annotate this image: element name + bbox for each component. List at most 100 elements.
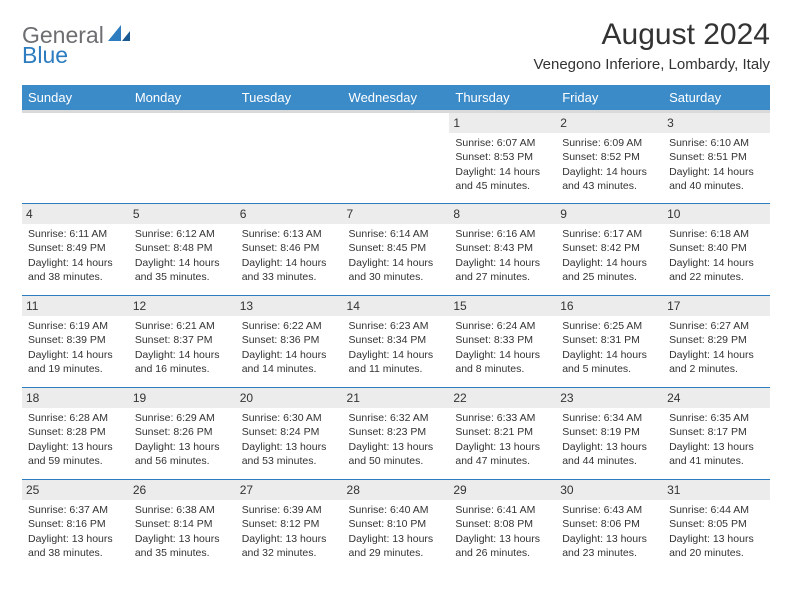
month-title: August 2024 — [533, 18, 770, 52]
day-details: Sunrise: 6:12 AMSunset: 8:48 PMDaylight:… — [133, 227, 232, 284]
day-number: 2 — [556, 113, 663, 133]
day-number: 29 — [449, 480, 556, 500]
day-details: Sunrise: 6:23 AMSunset: 8:34 PMDaylight:… — [347, 319, 446, 376]
day-number: 19 — [129, 388, 236, 408]
day-details: Sunrise: 6:30 AMSunset: 8:24 PMDaylight:… — [240, 411, 339, 468]
calendar-cell: 29Sunrise: 6:41 AMSunset: 8:08 PMDayligh… — [449, 480, 556, 572]
calendar-row: 1 Sunrise: 6:07 AMSunset: 8:53 PMDaylight… — [22, 112, 770, 204]
day-number: 9 — [556, 204, 663, 224]
day-number: 11 — [22, 296, 129, 316]
calendar-cell: 30 Sunrise: 6:43 AMSunset: 8:06 PMDayligh… — [556, 480, 663, 572]
calendar-cell: 23 Sunrise: 6:34 AMSunset: 8:19 PMDayligh… — [556, 388, 663, 480]
calendar-cell — [343, 112, 450, 204]
day-number: 23 — [556, 388, 663, 408]
day-number: 10 — [663, 204, 770, 224]
day-number: 30 — [556, 480, 663, 500]
day-number: 4 — [22, 204, 129, 224]
title-block: August 2024 Venegono Inferiore, Lombardy… — [533, 18, 770, 73]
calendar-cell: 20 Sunrise: 6:30 AMSunset: 8:24 PMDayligh… — [236, 388, 343, 480]
day-details: Sunrise: 6:35 AMSunset: 8:17 PMDaylight:… — [667, 411, 766, 468]
day-details: Sunrise: 6:18 AMSunset: 8:40 PMDaylight:… — [667, 227, 766, 284]
day-details: Sunrise: 6:40 AMSunset: 8:10 PMDaylight:… — [347, 503, 446, 560]
weekday-header: Wednesday — [343, 85, 450, 112]
day-number: 15 — [449, 296, 556, 316]
day-number: 1 — [449, 113, 556, 133]
day-details: Sunrise: 6:37 AMSunset: 8:16 PMDaylight:… — [26, 503, 125, 560]
calendar-row: 11 Sunrise: 6:19 AMSunset: 8:39 PMDayligh… — [22, 296, 770, 388]
brand-sail-icon — [106, 23, 132, 48]
day-details: Sunrise: 6:19 AMSunset: 8:39 PMDaylight:… — [26, 319, 125, 376]
calendar-cell: 8 Sunrise: 6:16 AMSunset: 8:43 PMDaylight… — [449, 204, 556, 296]
day-number: 24 — [663, 388, 770, 408]
day-details: Sunrise: 6:11 AMSunset: 8:49 PMDaylight:… — [26, 227, 125, 284]
day-details: Sunrise: 6:16 AMSunset: 8:43 PMDaylight:… — [453, 227, 552, 284]
day-number: 25 — [22, 480, 129, 500]
day-details: Sunrise: 6:14 AMSunset: 8:45 PMDaylight:… — [347, 227, 446, 284]
calendar-cell: 4 Sunrise: 6:11 AMSunset: 8:49 PMDaylight… — [22, 204, 129, 296]
calendar-page: General August 2024 Venegono Inferiore, … — [0, 0, 792, 612]
day-details: Sunrise: 6:07 AMSunset: 8:53 PMDaylight:… — [453, 136, 552, 193]
calendar-cell: 17 Sunrise: 6:27 AMSunset: 8:29 PMDayligh… — [663, 296, 770, 388]
calendar-cell: 25 Sunrise: 6:37 AMSunset: 8:16 PMDayligh… — [22, 480, 129, 572]
calendar-cell: 11 Sunrise: 6:19 AMSunset: 8:39 PMDayligh… — [22, 296, 129, 388]
day-details: Sunrise: 6:10 AMSunset: 8:51 PMDaylight:… — [667, 136, 766, 193]
calendar-cell: 22Sunrise: 6:33 AMSunset: 8:21 PMDayligh… — [449, 388, 556, 480]
calendar-cell: 19 Sunrise: 6:29 AMSunset: 8:26 PMDayligh… — [129, 388, 236, 480]
day-details: Sunrise: 6:38 AMSunset: 8:14 PMDaylight:… — [133, 503, 232, 560]
weekday-header: Thursday — [449, 85, 556, 112]
calendar-cell: 5 Sunrise: 6:12 AMSunset: 8:48 PMDaylight… — [129, 204, 236, 296]
weekday-header: Friday — [556, 85, 663, 112]
weekday-header-row: Sunday Monday Tuesday Wednesday Thursday… — [22, 85, 770, 112]
day-number: 13 — [236, 296, 343, 316]
calendar-cell: 26Sunrise: 6:38 AMSunset: 8:14 PMDayligh… — [129, 480, 236, 572]
calendar-cell: 28 Sunrise: 6:40 AMSunset: 8:10 PMDayligh… — [343, 480, 450, 572]
day-details: Sunrise: 6:29 AMSunset: 8:26 PMDaylight:… — [133, 411, 232, 468]
calendar-cell: 16 Sunrise: 6:25 AMSunset: 8:31 PMDayligh… — [556, 296, 663, 388]
day-number: 16 — [556, 296, 663, 316]
day-number: 31 — [663, 480, 770, 500]
day-details: Sunrise: 6:22 AMSunset: 8:36 PMDaylight:… — [240, 319, 339, 376]
calendar-cell — [236, 112, 343, 204]
day-number: 17 — [663, 296, 770, 316]
weekday-header: Monday — [129, 85, 236, 112]
day-number: 8 — [449, 204, 556, 224]
day-details: Sunrise: 6:25 AMSunset: 8:31 PMDaylight:… — [560, 319, 659, 376]
calendar-cell: 18 Sunrise: 6:28 AMSunset: 8:28 PMDayligh… — [22, 388, 129, 480]
day-details: Sunrise: 6:24 AMSunset: 8:33 PMDaylight:… — [453, 319, 552, 376]
day-details: Sunrise: 6:34 AMSunset: 8:19 PMDaylight:… — [560, 411, 659, 468]
calendar-cell: 2 Sunrise: 6:09 AMSunset: 8:52 PMDaylight… — [556, 112, 663, 204]
day-details: Sunrise: 6:43 AMSunset: 8:06 PMDaylight:… — [560, 503, 659, 560]
day-number: 27 — [236, 480, 343, 500]
day-number: 22 — [449, 388, 556, 408]
calendar-cell: 7 Sunrise: 6:14 AMSunset: 8:45 PMDaylight… — [343, 204, 450, 296]
day-details: Sunrise: 6:39 AMSunset: 8:12 PMDaylight:… — [240, 503, 339, 560]
day-number: 7 — [343, 204, 450, 224]
location-text: Venegono Inferiore, Lombardy, Italy — [533, 56, 770, 73]
calendar-cell: 14 Sunrise: 6:23 AMSunset: 8:34 PMDayligh… — [343, 296, 450, 388]
day-details: Sunrise: 6:13 AMSunset: 8:46 PMDaylight:… — [240, 227, 339, 284]
day-number: 20 — [236, 388, 343, 408]
day-number: 12 — [129, 296, 236, 316]
day-details: Sunrise: 6:27 AMSunset: 8:29 PMDaylight:… — [667, 319, 766, 376]
calendar-cell: 6 Sunrise: 6:13 AMSunset: 8:46 PMDaylight… — [236, 204, 343, 296]
calendar-table: Sunday Monday Tuesday Wednesday Thursday… — [22, 85, 770, 572]
calendar-row: 4 Sunrise: 6:11 AMSunset: 8:49 PMDaylight… — [22, 204, 770, 296]
calendar-row: 18 Sunrise: 6:28 AMSunset: 8:28 PMDayligh… — [22, 388, 770, 480]
day-number: 28 — [343, 480, 450, 500]
calendar-cell: 15 Sunrise: 6:24 AMSunset: 8:33 PMDayligh… — [449, 296, 556, 388]
day-number: 14 — [343, 296, 450, 316]
day-number: 3 — [663, 113, 770, 133]
calendar-cell: 10 Sunrise: 6:18 AMSunset: 8:40 PMDayligh… — [663, 204, 770, 296]
header-row: General August 2024 Venegono Inferiore, … — [22, 18, 770, 73]
day-details: Sunrise: 6:21 AMSunset: 8:37 PMDaylight:… — [133, 319, 232, 376]
day-number: 18 — [22, 388, 129, 408]
weekday-header: Saturday — [663, 85, 770, 112]
day-details: Sunrise: 6:28 AMSunset: 8:28 PMDaylight:… — [26, 411, 125, 468]
day-details: Sunrise: 6:09 AMSunset: 8:52 PMDaylight:… — [560, 136, 659, 193]
day-number: 5 — [129, 204, 236, 224]
day-number: 6 — [236, 204, 343, 224]
weekday-header: Sunday — [22, 85, 129, 112]
calendar-cell: 1 Sunrise: 6:07 AMSunset: 8:53 PMDaylight… — [449, 112, 556, 204]
brand-part2: Blue — [22, 42, 68, 68]
day-details: Sunrise: 6:17 AMSunset: 8:42 PMDaylight:… — [560, 227, 659, 284]
